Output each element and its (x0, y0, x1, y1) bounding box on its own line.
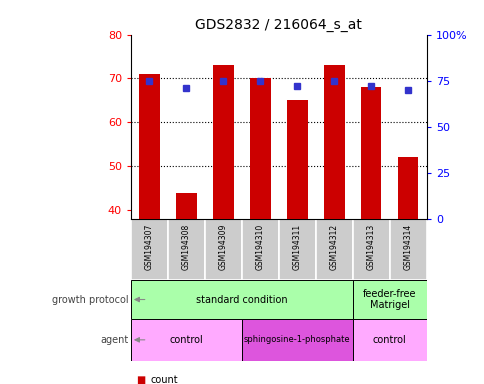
Text: GSM194309: GSM194309 (218, 224, 227, 270)
Text: feeder-free
Matrigel: feeder-free Matrigel (363, 289, 416, 310)
Text: control: control (169, 335, 203, 345)
Bar (397, 157, 418, 219)
Text: standard condition: standard condition (196, 295, 287, 305)
Text: count: count (150, 375, 178, 384)
Bar (287, 100, 307, 219)
Bar (131, 280, 352, 319)
Bar (131, 219, 167, 280)
Bar (361, 87, 381, 219)
Text: GSM194312: GSM194312 (329, 224, 338, 270)
Text: control: control (372, 335, 406, 345)
Bar (176, 192, 196, 219)
Bar (352, 280, 426, 319)
Text: growth protocol: growth protocol (52, 295, 128, 305)
Bar (167, 219, 204, 280)
Bar (242, 219, 278, 280)
Text: GSM194311: GSM194311 (292, 224, 301, 270)
Bar (131, 319, 242, 361)
Text: ■: ■ (136, 375, 145, 384)
Title: GDS2832 / 216064_s_at: GDS2832 / 216064_s_at (195, 18, 362, 32)
Text: GSM194310: GSM194310 (256, 224, 264, 270)
Text: GSM194313: GSM194313 (366, 224, 375, 270)
Bar (315, 219, 352, 280)
Text: sphingosine-1-phosphate: sphingosine-1-phosphate (243, 335, 350, 344)
Text: GSM194307: GSM194307 (145, 224, 153, 270)
Bar (242, 319, 352, 361)
Bar (278, 219, 315, 280)
Bar (389, 219, 426, 280)
Bar (250, 78, 270, 219)
Bar (139, 74, 159, 219)
Bar (323, 65, 344, 219)
Text: agent: agent (100, 335, 128, 345)
Bar (213, 65, 233, 219)
Text: GSM194308: GSM194308 (182, 224, 191, 270)
Bar (352, 219, 389, 280)
Text: GSM194314: GSM194314 (403, 224, 412, 270)
Bar (352, 319, 426, 361)
Bar (204, 219, 242, 280)
